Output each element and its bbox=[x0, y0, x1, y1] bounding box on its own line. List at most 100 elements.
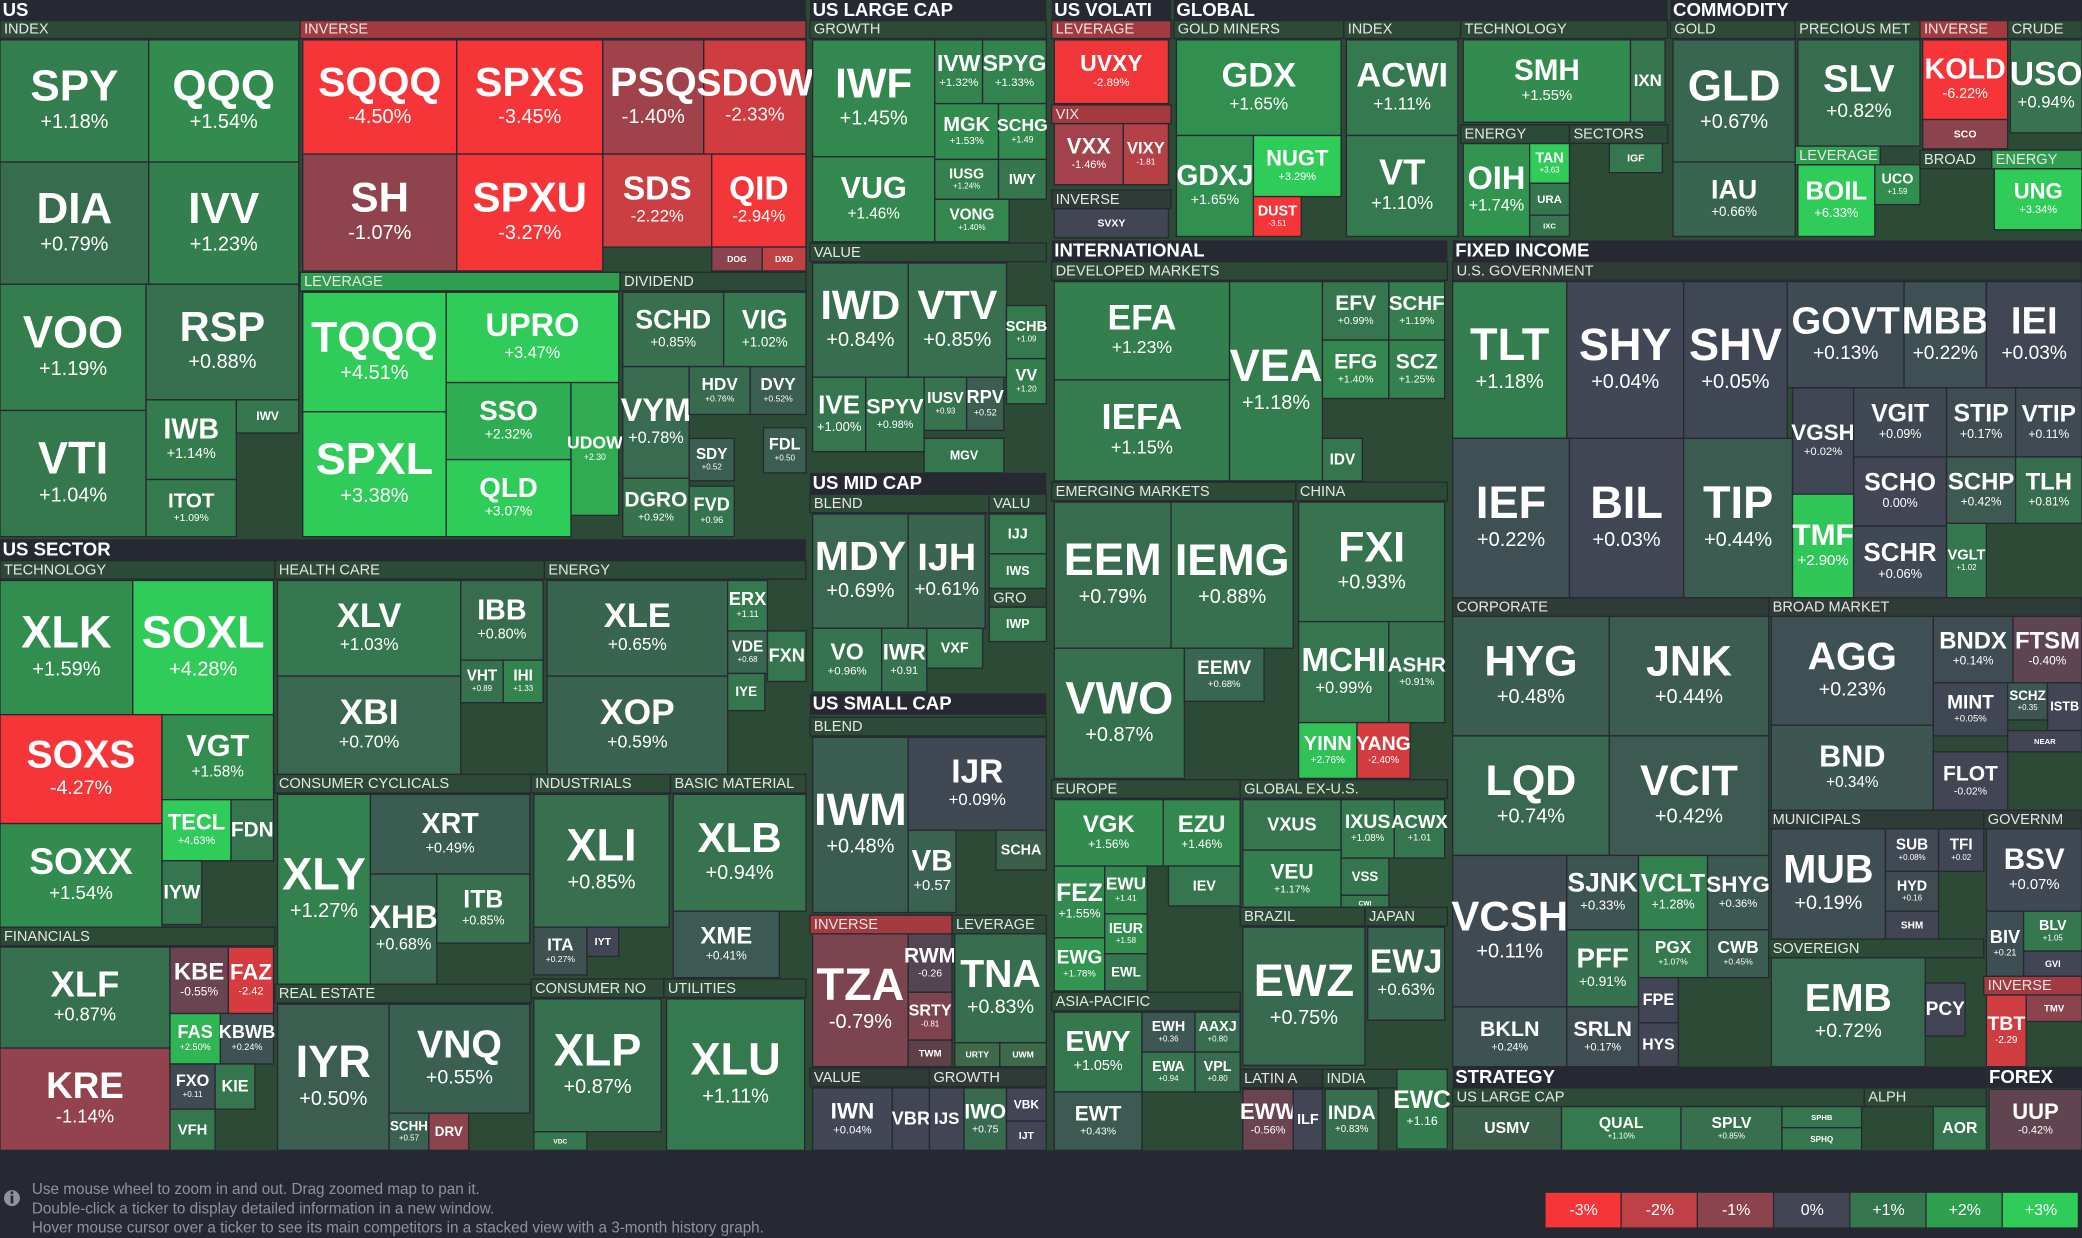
etf-tile[interactable]: KOLD-6.22% bbox=[1921, 39, 2009, 121]
etf-tile[interactable]: UWM bbox=[999, 1042, 1047, 1068]
etf-tile[interactable]: ITA+0.27% bbox=[533, 926, 588, 976]
etf-tile[interactable]: IBB+0.80% bbox=[460, 579, 544, 661]
etf-tile[interactable]: EMB+0.72% bbox=[1770, 957, 1926, 1068]
etf-tile[interactable]: ASHR+0.91% bbox=[1388, 620, 1446, 724]
etf-tile[interactable]: IWV bbox=[235, 399, 300, 434]
etf-tile[interactable]: IAU+0.66% bbox=[1672, 161, 1796, 238]
etf-tile[interactable]: XHB+0.68% bbox=[369, 873, 438, 985]
etf-tile[interactable]: TECL+4.63% bbox=[161, 798, 232, 862]
etf-tile[interactable]: EWG+1.78% bbox=[1053, 937, 1106, 992]
etf-tile[interactable]: DUST-3.51 bbox=[1252, 195, 1302, 238]
etf-tile[interactable]: SCHH+0.57 bbox=[388, 1112, 430, 1151]
etf-tile[interactable]: VTIP+0.11% bbox=[2014, 387, 2082, 458]
etf-tile[interactable]: EWC+1.16 bbox=[1393, 1068, 1451, 1150]
etf-tile[interactable]: IYE bbox=[726, 672, 766, 712]
etf-tile[interactable]: IGF bbox=[1608, 142, 1664, 174]
etf-tile[interactable]: SCHA bbox=[995, 829, 1047, 871]
etf-tile[interactable]: TMV bbox=[2025, 994, 2082, 1023]
etf-tile[interactable]: QID-2.94% bbox=[711, 153, 807, 248]
etf-tile[interactable]: VGSH+0.02% bbox=[1791, 387, 1855, 495]
etf-tile[interactable]: VGT+1.58% bbox=[161, 713, 275, 801]
etf-tile[interactable]: RPV+0.52 bbox=[965, 376, 1005, 432]
etf-tile[interactable]: PFF+0.91% bbox=[1566, 929, 1640, 1008]
etf-tile[interactable]: VGLT+1.02 bbox=[1945, 522, 1988, 599]
etf-tile[interactable]: TWM bbox=[907, 1039, 953, 1068]
etf-tile[interactable]: IYT bbox=[586, 926, 620, 958]
etf-tile[interactable]: TQQQ+4.51% bbox=[302, 291, 447, 413]
etf-tile[interactable]: VDC bbox=[533, 1131, 588, 1151]
etf-tile[interactable]: XBI+0.70% bbox=[276, 675, 462, 776]
etf-tile[interactable]: BND+0.34% bbox=[1770, 724, 1934, 811]
etf-tile[interactable]: IWB+1.14% bbox=[145, 399, 238, 481]
etf-tile[interactable]: SH-1.07% bbox=[302, 153, 458, 272]
etf-tile[interactable]: FXO+0.11 bbox=[169, 1063, 216, 1110]
etf-tile[interactable]: USO+0.94% bbox=[2009, 39, 2082, 134]
etf-tile[interactable]: TIP+0.44% bbox=[1682, 437, 1794, 599]
etf-tile[interactable]: SDY+0.52 bbox=[688, 437, 735, 482]
etf-tile[interactable]: FXI+0.93% bbox=[1297, 501, 1446, 623]
etf-tile[interactable]: BIL+0.03% bbox=[1568, 437, 1685, 599]
etf-tile[interactable]: IVV+1.23% bbox=[148, 161, 300, 285]
etf-tile[interactable]: VO +0.96% bbox=[811, 627, 883, 693]
etf-tile[interactable]: IUSG+1.24% bbox=[934, 158, 1000, 200]
etf-tile[interactable]: USMV bbox=[1451, 1105, 1563, 1151]
etf-tile[interactable]: VIXY-1.81 bbox=[1122, 122, 1170, 186]
etf-tile[interactable]: SSO+2.32% bbox=[445, 381, 572, 461]
etf-tile[interactable]: SPYV+0.98% bbox=[865, 376, 925, 453]
etf-tile[interactable]: MGV bbox=[923, 437, 1005, 474]
etf-tile[interactable]: HYG+0.48% bbox=[1451, 615, 1610, 737]
etf-tile[interactable]: IWS bbox=[988, 553, 1047, 590]
etf-tile[interactable]: TBT-2.29 bbox=[1985, 994, 2027, 1068]
etf-tile[interactable]: FDL+0.50 bbox=[762, 427, 807, 474]
etf-tile[interactable]: SCZ+1.25% bbox=[1388, 339, 1446, 400]
etf-tile[interactable]: XLU+1.11% bbox=[665, 998, 806, 1151]
etf-tile[interactable]: FPE bbox=[1637, 976, 1680, 1024]
etf-tile[interactable]: ISTB bbox=[2046, 682, 2082, 732]
etf-tile[interactable]: MINT+0.05% bbox=[1932, 682, 2009, 737]
etf-tile[interactable]: MCHI+0.99% bbox=[1297, 620, 1390, 724]
etf-tile[interactable]: VCLT+1.28% bbox=[1637, 854, 1709, 931]
etf-tile[interactable]: URTY bbox=[954, 1042, 1001, 1068]
etf-tile[interactable]: SPHQ bbox=[1781, 1127, 1863, 1151]
etf-tile[interactable]: EFV+0.99% bbox=[1321, 280, 1390, 341]
etf-tile[interactable]: BOIL+6.33% bbox=[1797, 164, 1876, 238]
etf-tile[interactable]: VTV+0.85% bbox=[907, 262, 1008, 378]
etf-tile[interactable]: VEA+1.18% bbox=[1228, 280, 1324, 482]
etf-tile[interactable]: XLB+0.94% bbox=[672, 793, 807, 912]
etf-tile[interactable]: HDV+0.76% bbox=[688, 365, 751, 416]
etf-tile[interactable]: SPHB bbox=[1781, 1105, 1863, 1129]
etf-tile[interactable]: VWO+0.87% bbox=[1053, 647, 1186, 780]
etf-tile[interactable]: JNK+0.44% bbox=[1608, 615, 1770, 737]
etf-tile[interactable]: IEF+0.22% bbox=[1451, 437, 1571, 599]
etf-tile[interactable]: SHV+0.05% bbox=[1682, 280, 1788, 440]
etf-tile[interactable]: EZU+1.46% bbox=[1162, 798, 1241, 867]
etf-tile[interactable]: SCHD+0.85% bbox=[622, 291, 725, 368]
etf-tile[interactable]: SJNK+0.33% bbox=[1566, 854, 1640, 931]
etf-tile[interactable]: PCY bbox=[1924, 982, 1966, 1037]
etf-tile[interactable]: BNDX+0.14% bbox=[1932, 615, 2014, 684]
etf-tile[interactable]: TZA-0.79% bbox=[811, 933, 909, 1068]
etf-tile[interactable]: VCSH+0.11% bbox=[1451, 854, 1568, 1008]
etf-tile[interactable]: FXN bbox=[766, 630, 807, 683]
etf-tile[interactable]: VGIT+0.09% bbox=[1852, 387, 1948, 458]
etf-tile[interactable]: ITOT+1.09% bbox=[145, 478, 238, 538]
etf-tile[interactable]: NUGT+3.29% bbox=[1252, 134, 1342, 198]
etf-tile[interactable]: SHM bbox=[1884, 910, 1940, 940]
etf-tile[interactable]: SHY+0.04% bbox=[1566, 280, 1685, 440]
etf-tile[interactable]: VXX-1.46% bbox=[1053, 122, 1124, 186]
etf-tile[interactable]: IXC bbox=[1528, 214, 1571, 238]
etf-tile[interactable]: SPLV+0.85% bbox=[1680, 1105, 1783, 1151]
etf-tile[interactable]: SCHP+0.42% bbox=[1945, 456, 2017, 525]
etf-tile[interactable]: IWN+0.04% bbox=[811, 1087, 893, 1151]
etf-tile[interactable]: XLP+0.87% bbox=[533, 998, 662, 1133]
etf-tile[interactable]: NEAR bbox=[2006, 729, 2082, 753]
etf-tile[interactable]: VNQ+0.55% bbox=[388, 1003, 531, 1114]
etf-tile[interactable]: IEMG+0.88% bbox=[1170, 501, 1294, 649]
etf-tile[interactable]: EWZ+0.75% bbox=[1242, 926, 1366, 1066]
etf-tile[interactable]: SPXL+3.38% bbox=[302, 411, 447, 538]
etf-tile[interactable]: SCHZ+0.35 bbox=[2006, 682, 2049, 721]
etf-tile[interactable]: FTSM-0.40% bbox=[2012, 615, 2082, 684]
etf-tile[interactable]: TLT+1.18% bbox=[1451, 280, 1568, 440]
etf-tile[interactable]: AOR bbox=[1932, 1105, 1988, 1151]
etf-tile[interactable]: VCIT+0.42% bbox=[1608, 735, 1770, 857]
